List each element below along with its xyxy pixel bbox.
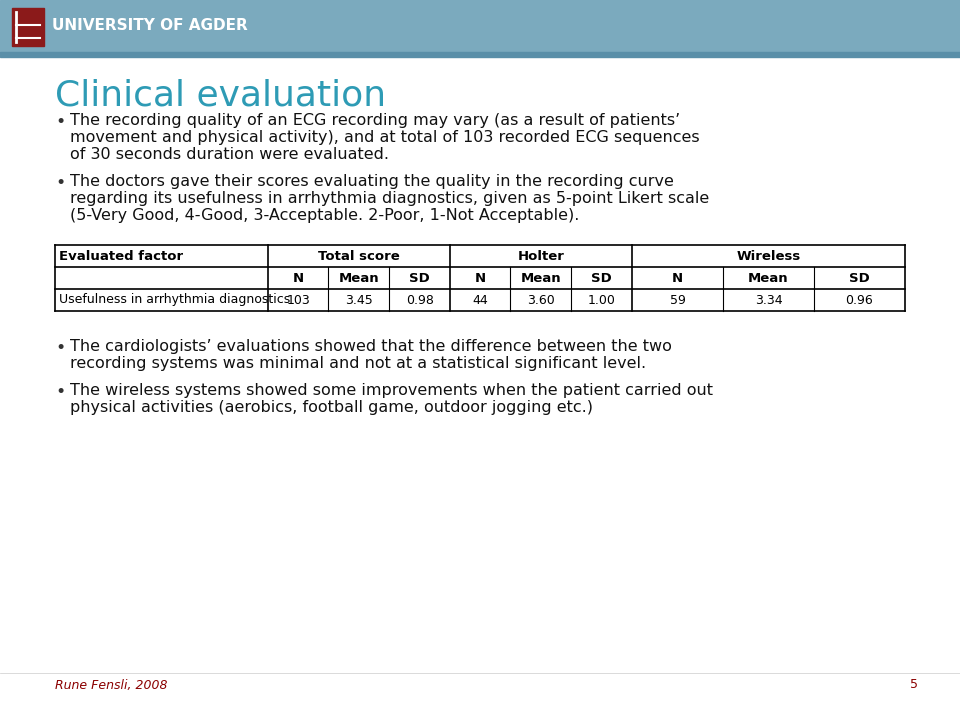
Text: Evaluated factor: Evaluated factor — [59, 250, 183, 262]
Text: The recording quality of an ECG recording may vary (as a result of patients’: The recording quality of an ECG recordin… — [70, 113, 680, 128]
Text: 103: 103 — [286, 294, 310, 306]
Text: The wireless systems showed some improvements when the patient carried out: The wireless systems showed some improve… — [70, 383, 713, 398]
Text: Clinical evaluation: Clinical evaluation — [55, 79, 386, 113]
Text: •: • — [55, 339, 65, 357]
Text: 44: 44 — [472, 294, 489, 306]
Text: Mean: Mean — [339, 271, 379, 285]
Text: movement and physical activity), and at total of 103 recorded ECG sequences: movement and physical activity), and at … — [70, 130, 700, 145]
Text: Usefulness in arrhythmia diagnostics: Usefulness in arrhythmia diagnostics — [59, 294, 290, 306]
Text: 3.34: 3.34 — [755, 294, 782, 306]
Text: •: • — [55, 383, 65, 401]
Bar — [0, 0, 960, 52]
Text: SD: SD — [409, 271, 430, 285]
Text: of 30 seconds duration were evaluated.: of 30 seconds duration were evaluated. — [70, 147, 389, 162]
Text: •: • — [55, 113, 65, 131]
Text: 0.98: 0.98 — [406, 294, 434, 306]
Text: 5: 5 — [910, 679, 918, 691]
Text: 3.60: 3.60 — [527, 294, 555, 306]
Text: recording systems was minimal and not at a statistical significant level.: recording systems was minimal and not at… — [70, 356, 646, 371]
Text: N: N — [475, 271, 486, 285]
Text: SD: SD — [591, 271, 612, 285]
Text: N: N — [293, 271, 304, 285]
Text: physical activities (aerobics, football game, outdoor jogging etc.): physical activities (aerobics, football … — [70, 400, 593, 415]
Text: The cardiologists’ evaluations showed that the difference between the two: The cardiologists’ evaluations showed th… — [70, 339, 672, 354]
Text: Rune Fensli, 2008: Rune Fensli, 2008 — [55, 679, 167, 691]
Bar — [12, 8, 44, 46]
Text: Mean: Mean — [520, 271, 562, 285]
Text: •: • — [55, 174, 65, 192]
Bar — [0, 52, 960, 57]
Text: 59: 59 — [669, 294, 685, 306]
Text: N: N — [672, 271, 684, 285]
Text: 1.00: 1.00 — [588, 294, 615, 306]
Text: Holter: Holter — [517, 250, 564, 262]
Text: SD: SD — [850, 271, 870, 285]
Text: regarding its usefulness in arrhythmia diagnostics, given as 5-point Likert scal: regarding its usefulness in arrhythmia d… — [70, 191, 709, 206]
Text: Wireless: Wireless — [736, 250, 801, 262]
Text: Mean: Mean — [748, 271, 789, 285]
Text: 3.45: 3.45 — [346, 294, 372, 306]
Text: Total score: Total score — [318, 250, 400, 262]
Text: The doctors gave their scores evaluating the quality in the recording curve: The doctors gave their scores evaluating… — [70, 174, 674, 189]
Text: UNIVERSITY OF AGDER: UNIVERSITY OF AGDER — [52, 18, 248, 34]
Text: 0.96: 0.96 — [846, 294, 874, 306]
Text: (5-Very Good, 4-Good, 3-Acceptable. 2-Poor, 1-Not Acceptable).: (5-Very Good, 4-Good, 3-Acceptable. 2-Po… — [70, 208, 580, 223]
